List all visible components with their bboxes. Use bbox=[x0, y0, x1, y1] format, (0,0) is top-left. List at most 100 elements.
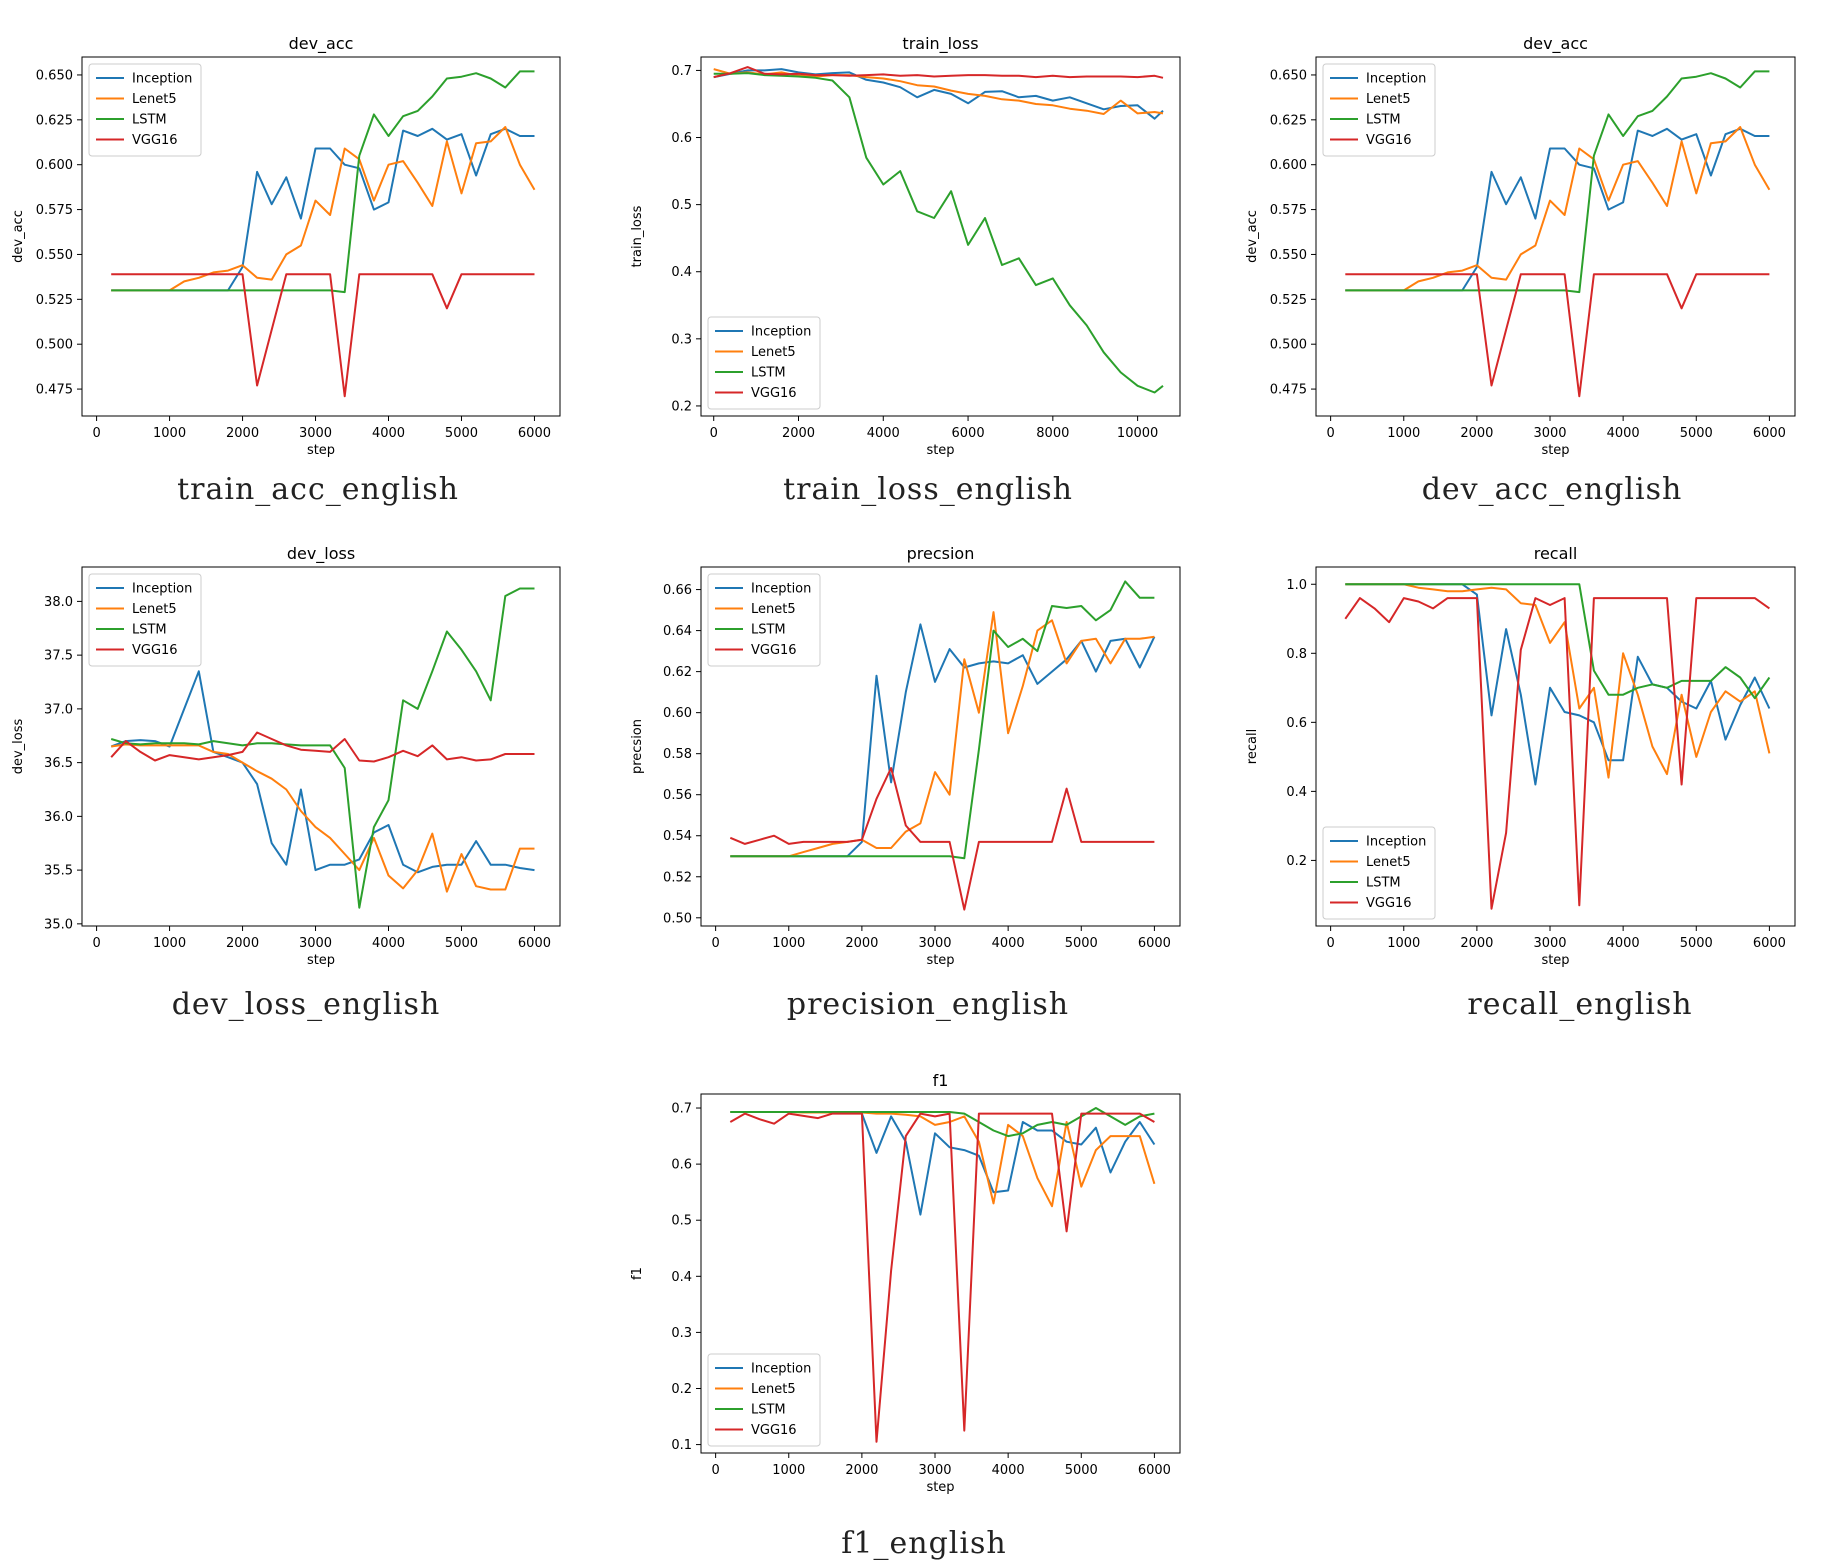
legend-label-inception: Inception bbox=[751, 582, 811, 597]
caption-dev-loss-english: dev_loss_english bbox=[171, 987, 441, 1022]
caption-recall-english: recall_english bbox=[1467, 987, 1693, 1022]
series-line-vgg16 bbox=[1345, 273, 1770, 398]
legend-label-inception: Inception bbox=[132, 582, 192, 597]
legend-label-lenet5: Lenet5 bbox=[751, 1382, 796, 1397]
x-tick-label: 2000 bbox=[1460, 936, 1493, 951]
legend-label-lenet5: Lenet5 bbox=[1366, 92, 1411, 107]
x-tick-label: 6000 bbox=[1753, 936, 1786, 951]
series-group bbox=[1344, 583, 1771, 910]
legend-label-vgg16: VGG16 bbox=[132, 133, 178, 148]
x-tick-label: 4000 bbox=[372, 936, 405, 951]
x-tick-label: 2000 bbox=[845, 936, 878, 951]
y-tick-label: 0.475 bbox=[1270, 383, 1307, 398]
series-line-lstm bbox=[713, 72, 1164, 394]
x-tick-label: 3000 bbox=[299, 936, 332, 951]
y-tick-label: 0.2 bbox=[1286, 854, 1307, 869]
legend-label-lstm: LSTM bbox=[132, 623, 167, 638]
y-axis-label: precsion bbox=[630, 719, 645, 774]
legend-box bbox=[707, 1353, 821, 1447]
y-tick-label: 35.0 bbox=[44, 917, 73, 932]
legend: Inception Lenet5 LSTM VGG16 bbox=[707, 573, 821, 667]
y-tick-label: 0.575 bbox=[1270, 203, 1307, 218]
y-tick-label: 0.575 bbox=[36, 203, 73, 218]
legend-label-lenet5: Lenet5 bbox=[751, 345, 796, 360]
caption-train-loss-english: train_loss_english bbox=[783, 472, 1073, 507]
y-tick-label: 0.6 bbox=[671, 1158, 692, 1173]
y-axis-label: dev_acc bbox=[1245, 210, 1260, 263]
chart-title: dev_loss bbox=[287, 544, 355, 564]
x-tick-label: 6000 bbox=[1138, 1463, 1171, 1478]
chart-4: dev_loss 0 1000 2000 3000 4000 5000 6000 35.0 35.… bbox=[11, 544, 561, 968]
x-tick-label: 3000 bbox=[1533, 936, 1566, 951]
x-tick-label: 6000 bbox=[1138, 936, 1171, 951]
legend-label-inception: Inception bbox=[751, 325, 811, 340]
x-tick-label: 1000 bbox=[772, 1463, 805, 1478]
y-tick-label: 0.6 bbox=[671, 131, 692, 146]
chart-title: f1 bbox=[933, 1071, 949, 1090]
x-tick-label: 2000 bbox=[226, 936, 259, 951]
series-line-lenet5 bbox=[111, 743, 535, 893]
x-tick-label: 3000 bbox=[918, 1463, 951, 1478]
legend-label-lstm: LSTM bbox=[1366, 876, 1401, 891]
series-line-lstm bbox=[730, 1107, 1155, 1138]
legend: Inception Lenet5 LSTM VGG16 bbox=[88, 63, 202, 157]
legend: Inception Lenet5 LSTM VGG16 bbox=[707, 316, 821, 410]
x-axis-label: step bbox=[926, 1480, 954, 1495]
chart-3: dev_acc 0 1000 2000 3000 4000 5000 6000 0.475 0.5… bbox=[1245, 34, 1796, 458]
legend-label-vgg16: VGG16 bbox=[751, 1423, 797, 1438]
series-group bbox=[110, 587, 535, 909]
legend-label-inception: Inception bbox=[1366, 72, 1426, 87]
legend-label-lenet5: Lenet5 bbox=[1366, 855, 1411, 870]
series-line-vgg16 bbox=[729, 1112, 1155, 1443]
series-line-lstm bbox=[110, 587, 535, 909]
x-axis-label: step bbox=[1541, 953, 1569, 968]
y-tick-label: 37.0 bbox=[44, 702, 73, 717]
series-line-vgg16 bbox=[110, 731, 535, 763]
chart-title: dev_acc bbox=[289, 34, 354, 54]
y-axis-label: train_loss bbox=[630, 205, 645, 267]
legend-box bbox=[88, 573, 202, 667]
series-line-vgg16 bbox=[729, 767, 1155, 911]
legend: Inception Lenet5 LSTM VGG16 bbox=[1322, 63, 1436, 157]
legend-label-vgg16: VGG16 bbox=[132, 643, 178, 658]
legend-label-lstm: LSTM bbox=[751, 366, 786, 381]
y-tick-label: 0.625 bbox=[36, 113, 73, 128]
legend-label-vgg16: VGG16 bbox=[751, 643, 797, 658]
y-tick-label: 0.58 bbox=[663, 747, 692, 762]
y-tick-label: 0.500 bbox=[36, 338, 73, 353]
caption-precision-english: precision_english bbox=[786, 987, 1070, 1022]
legend-box bbox=[707, 316, 821, 410]
y-tick-label: 36.0 bbox=[44, 810, 73, 825]
y-tick-label: 0.650 bbox=[1270, 68, 1307, 83]
x-tick-label: 4000 bbox=[867, 426, 900, 441]
y-tick-label: 0.4 bbox=[671, 265, 692, 280]
series-line-inception bbox=[713, 68, 1164, 120]
x-tick-label: 6000 bbox=[1753, 426, 1786, 441]
x-axis-label: step bbox=[926, 443, 954, 458]
legend-label-lstm: LSTM bbox=[1366, 113, 1401, 128]
legend-label-inception: Inception bbox=[132, 72, 192, 87]
chart-5: precsion 0 1000 2000 3000 4000 5000 6000 0.50 0.5… bbox=[630, 544, 1181, 968]
y-tick-label: 0.60 bbox=[663, 706, 692, 721]
y-tick-label: 0.525 bbox=[1270, 293, 1307, 308]
x-tick-label: 1000 bbox=[1387, 426, 1420, 441]
x-tick-label: 5000 bbox=[445, 426, 478, 441]
x-tick-label: 0 bbox=[711, 1463, 719, 1478]
y-tick-label: 0.4 bbox=[671, 1270, 692, 1285]
x-tick-label: 2000 bbox=[1460, 426, 1493, 441]
x-tick-label: 4000 bbox=[372, 426, 405, 441]
x-tick-label: 3000 bbox=[918, 936, 951, 951]
y-tick-label: 0.600 bbox=[1270, 158, 1307, 173]
y-tick-label: 0.52 bbox=[663, 870, 692, 885]
y-tick-label: 38.0 bbox=[44, 595, 73, 610]
x-tick-label: 0 bbox=[710, 426, 718, 441]
y-tick-label: 0.66 bbox=[663, 583, 692, 598]
legend-box bbox=[88, 63, 202, 157]
series-group bbox=[729, 580, 1156, 911]
legend: Inception Lenet5 LSTM VGG16 bbox=[707, 1353, 821, 1447]
y-tick-label: 37.5 bbox=[44, 649, 73, 664]
y-tick-label: 1.0 bbox=[1286, 578, 1307, 593]
legend-label-inception: Inception bbox=[751, 1362, 811, 1377]
x-tick-label: 0 bbox=[1326, 936, 1334, 951]
x-tick-label: 5000 bbox=[1065, 1463, 1098, 1478]
